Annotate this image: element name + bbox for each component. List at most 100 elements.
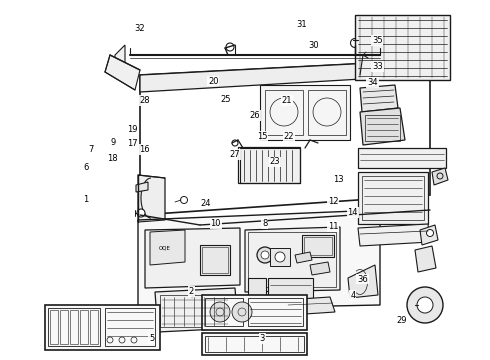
Polygon shape — [420, 225, 438, 245]
Polygon shape — [360, 85, 398, 112]
Bar — [80, 310, 88, 344]
Text: 12: 12 — [328, 197, 339, 206]
Text: 32: 32 — [134, 24, 145, 33]
Text: 19: 19 — [127, 125, 138, 134]
Bar — [302, 235, 334, 257]
Polygon shape — [115, 45, 125, 65]
Bar — [365, 115, 400, 141]
Text: 16: 16 — [139, 145, 150, 154]
Text: 5: 5 — [149, 334, 154, 343]
Circle shape — [426, 230, 434, 237]
Polygon shape — [245, 227, 340, 292]
Text: 25: 25 — [220, 94, 231, 104]
Text: 13: 13 — [333, 175, 343, 184]
Bar — [362, 176, 424, 220]
Circle shape — [137, 209, 145, 217]
Text: 29: 29 — [396, 316, 407, 325]
Bar — [304, 237, 332, 255]
Bar — [48, 308, 100, 346]
Polygon shape — [432, 168, 448, 185]
Polygon shape — [155, 288, 238, 332]
Text: 30: 30 — [308, 40, 319, 49]
Polygon shape — [150, 230, 185, 265]
Polygon shape — [358, 224, 430, 246]
Polygon shape — [415, 246, 436, 272]
Text: 3: 3 — [260, 334, 265, 343]
Polygon shape — [138, 175, 165, 222]
Polygon shape — [105, 55, 140, 90]
Text: 33: 33 — [372, 62, 383, 71]
Text: 34: 34 — [367, 78, 378, 87]
Text: 35: 35 — [372, 36, 383, 45]
Text: 27: 27 — [230, 150, 241, 159]
Bar — [200, 245, 230, 275]
Text: 10: 10 — [210, 219, 221, 228]
Polygon shape — [140, 60, 430, 92]
Circle shape — [261, 251, 269, 259]
Text: 4: 4 — [350, 291, 355, 300]
Text: 28: 28 — [139, 96, 150, 105]
Bar — [268, 278, 313, 298]
Text: 18: 18 — [107, 154, 118, 163]
Bar — [358, 172, 428, 224]
Polygon shape — [348, 265, 378, 298]
Polygon shape — [138, 210, 380, 310]
Polygon shape — [285, 297, 335, 315]
Polygon shape — [360, 108, 405, 145]
Text: 26: 26 — [249, 111, 260, 120]
Bar — [248, 232, 336, 287]
Text: 22: 22 — [284, 132, 294, 141]
Text: OQE: OQE — [159, 246, 171, 251]
Polygon shape — [136, 182, 148, 192]
Text: 8: 8 — [262, 219, 267, 228]
Text: 1: 1 — [83, 195, 88, 204]
Circle shape — [180, 197, 188, 203]
Circle shape — [194, 291, 202, 299]
Bar — [240, 148, 300, 183]
Circle shape — [257, 247, 273, 263]
Bar — [90, 310, 98, 344]
Text: 6: 6 — [83, 163, 88, 172]
Text: 11: 11 — [328, 222, 339, 231]
Circle shape — [407, 287, 443, 323]
Bar — [238, 147, 300, 183]
Bar — [45, 305, 160, 350]
Bar — [265, 90, 303, 135]
Bar — [202, 247, 228, 273]
Text: 31: 31 — [296, 20, 307, 29]
Bar — [202, 295, 307, 330]
Polygon shape — [310, 262, 330, 275]
Circle shape — [350, 39, 360, 48]
Bar — [50, 310, 58, 344]
Bar — [248, 298, 303, 326]
Bar — [70, 310, 78, 344]
Bar — [308, 90, 346, 135]
Text: 17: 17 — [127, 139, 138, 148]
Bar — [205, 336, 304, 352]
Text: 21: 21 — [281, 96, 292, 105]
Text: 24: 24 — [200, 199, 211, 208]
Bar — [202, 333, 307, 355]
Text: 36: 36 — [357, 274, 368, 284]
Bar — [355, 15, 450, 80]
Circle shape — [232, 302, 252, 322]
Text: 9: 9 — [110, 138, 115, 147]
Bar — [105, 308, 155, 346]
Bar — [270, 248, 290, 266]
Circle shape — [417, 297, 433, 313]
Text: 23: 23 — [269, 158, 280, 166]
Bar — [160, 295, 230, 327]
Circle shape — [275, 252, 285, 262]
Text: 2: 2 — [189, 287, 194, 296]
Polygon shape — [145, 228, 240, 288]
Bar — [260, 85, 350, 140]
Bar — [205, 298, 243, 326]
Text: 14: 14 — [347, 208, 358, 217]
Bar — [248, 278, 266, 298]
Text: 7: 7 — [88, 145, 93, 154]
Text: 15: 15 — [257, 132, 268, 141]
Polygon shape — [140, 60, 430, 215]
Polygon shape — [295, 252, 312, 263]
Text: 20: 20 — [208, 77, 219, 85]
Bar — [358, 148, 446, 168]
